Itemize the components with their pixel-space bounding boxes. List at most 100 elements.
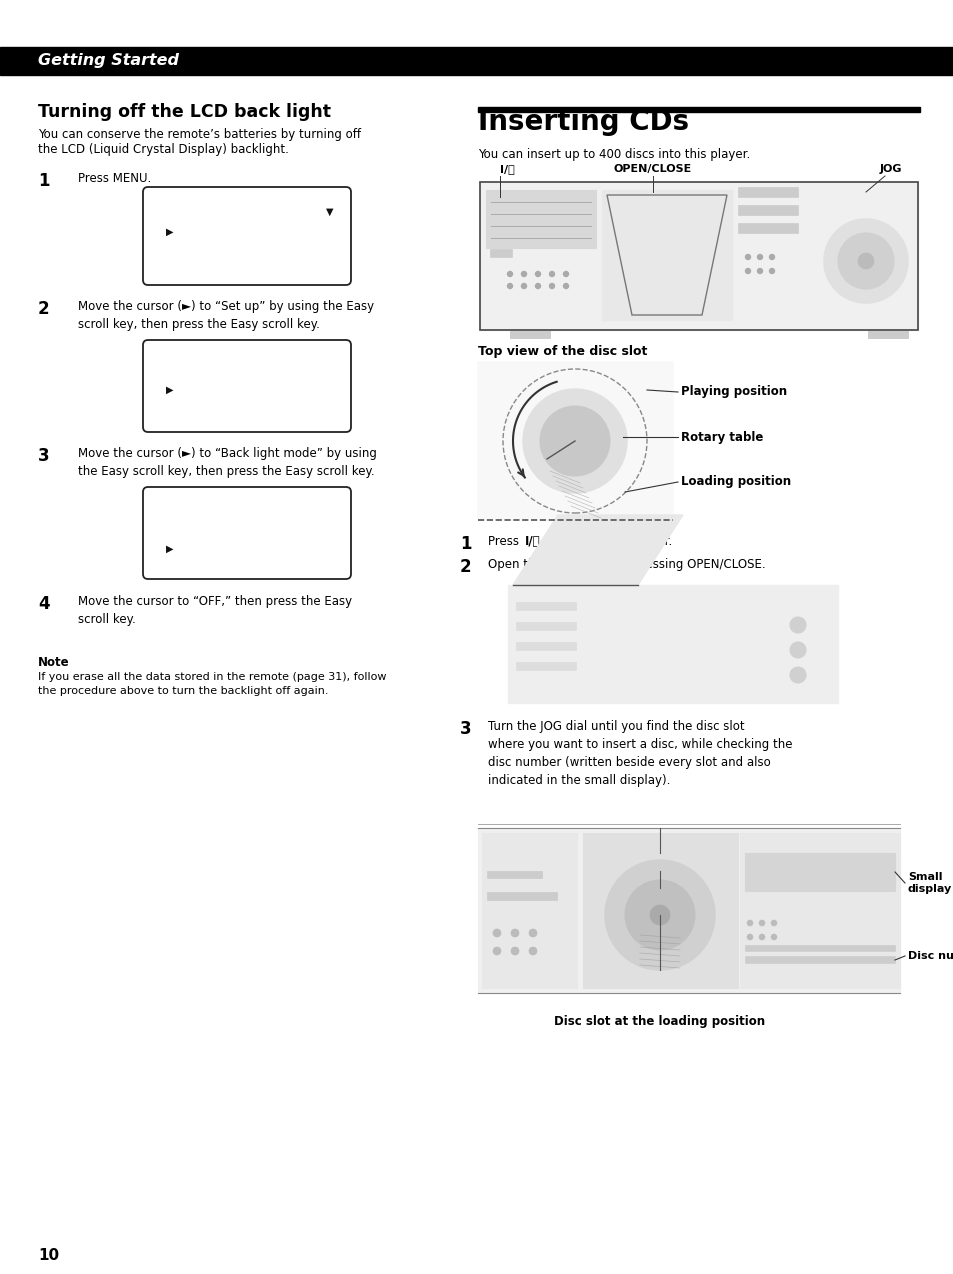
Text: 10: 10 bbox=[38, 1247, 59, 1263]
Text: I/⏻: I/⏻ bbox=[524, 535, 540, 548]
Text: Move the cursor (►) to “Set up” by using the Easy
scroll key, then press the Eas: Move the cursor (►) to “Set up” by using… bbox=[78, 299, 374, 331]
Circle shape bbox=[757, 255, 761, 260]
Circle shape bbox=[521, 284, 526, 288]
Text: If you erase all the data stored in the remote (page 31), follow
the procedure a: If you erase all the data stored in the … bbox=[38, 671, 386, 696]
Text: Small
display: Small display bbox=[907, 873, 951, 894]
Text: Disc number: Disc number bbox=[907, 950, 953, 961]
Circle shape bbox=[823, 219, 907, 303]
Text: 2: 2 bbox=[459, 558, 471, 576]
Text: Inserting CDs: Inserting CDs bbox=[477, 108, 688, 136]
Circle shape bbox=[789, 668, 805, 683]
Circle shape bbox=[770, 920, 776, 926]
Circle shape bbox=[759, 920, 764, 926]
Circle shape bbox=[493, 947, 500, 956]
Bar bbox=[738, 205, 797, 215]
Bar bbox=[601, 190, 731, 320]
Text: Rotary table: Rotary table bbox=[680, 431, 762, 443]
Bar bbox=[481, 833, 577, 989]
Circle shape bbox=[511, 929, 518, 936]
Text: 3: 3 bbox=[38, 447, 50, 465]
Circle shape bbox=[511, 947, 518, 956]
Circle shape bbox=[770, 934, 776, 940]
Bar bbox=[486, 892, 557, 899]
Circle shape bbox=[857, 254, 873, 269]
Bar bbox=[744, 945, 894, 950]
Text: ▶: ▶ bbox=[166, 544, 173, 554]
Bar bbox=[582, 833, 738, 989]
Text: ▶: ▶ bbox=[166, 385, 173, 395]
Circle shape bbox=[529, 947, 537, 956]
Polygon shape bbox=[513, 515, 682, 585]
Text: the LCD (Liquid Crystal Display) backlight.: the LCD (Liquid Crystal Display) backlig… bbox=[38, 143, 289, 155]
Circle shape bbox=[746, 934, 752, 940]
Text: You can conserve the remote’s batteries by turning off: You can conserve the remote’s batteries … bbox=[38, 127, 360, 141]
Text: Press: Press bbox=[488, 535, 522, 548]
Text: Open the front cover by pressing OPEN/CLOSE.: Open the front cover by pressing OPEN/CL… bbox=[488, 558, 765, 571]
Text: Playing position: Playing position bbox=[680, 386, 786, 399]
Circle shape bbox=[535, 271, 540, 276]
Bar bbox=[477, 362, 672, 520]
Text: JOG: JOG bbox=[879, 164, 901, 175]
Bar bbox=[867, 331, 907, 338]
Circle shape bbox=[507, 284, 512, 288]
Circle shape bbox=[549, 284, 554, 288]
FancyBboxPatch shape bbox=[143, 187, 351, 285]
Bar bbox=[477, 107, 919, 112]
FancyBboxPatch shape bbox=[143, 487, 351, 578]
Text: Getting Started: Getting Started bbox=[38, 54, 179, 69]
Circle shape bbox=[769, 255, 774, 260]
Bar bbox=[516, 662, 576, 670]
Text: ▼: ▼ bbox=[326, 206, 334, 217]
Circle shape bbox=[539, 406, 609, 476]
Circle shape bbox=[769, 269, 774, 274]
Circle shape bbox=[624, 880, 695, 950]
Text: Top view of the disc slot: Top view of the disc slot bbox=[477, 345, 647, 358]
Bar bbox=[738, 187, 797, 197]
Bar bbox=[744, 854, 894, 891]
Circle shape bbox=[759, 934, 764, 940]
Bar bbox=[738, 223, 797, 233]
Circle shape bbox=[535, 284, 540, 288]
Circle shape bbox=[507, 271, 512, 276]
Text: Move the cursor (►) to “Back light mode” by using
the Easy scroll key, then pres: Move the cursor (►) to “Back light mode”… bbox=[78, 447, 376, 478]
Text: OPEN/CLOSE: OPEN/CLOSE bbox=[613, 164, 691, 175]
Bar bbox=[516, 603, 576, 610]
FancyBboxPatch shape bbox=[143, 340, 351, 432]
Text: I/⏻: I/⏻ bbox=[499, 164, 515, 175]
Circle shape bbox=[522, 389, 626, 493]
Circle shape bbox=[744, 255, 750, 260]
Bar bbox=[490, 248, 512, 257]
Circle shape bbox=[604, 860, 714, 970]
Text: Note: Note bbox=[38, 656, 70, 669]
Text: 1: 1 bbox=[459, 535, 471, 553]
Circle shape bbox=[746, 920, 752, 926]
Bar bbox=[479, 182, 917, 330]
Circle shape bbox=[649, 905, 669, 925]
Bar bbox=[477, 828, 899, 992]
Circle shape bbox=[563, 271, 568, 276]
Text: to turn on the player.: to turn on the player. bbox=[542, 535, 672, 548]
Text: ▶: ▶ bbox=[166, 227, 173, 237]
Bar bbox=[516, 622, 576, 631]
Circle shape bbox=[789, 617, 805, 633]
Bar bbox=[740, 833, 899, 989]
Text: You can insert up to 400 discs into this player.: You can insert up to 400 discs into this… bbox=[477, 148, 749, 161]
Bar bbox=[744, 956, 894, 963]
Bar bbox=[510, 331, 550, 338]
Circle shape bbox=[744, 269, 750, 274]
Circle shape bbox=[549, 271, 554, 276]
Bar bbox=[507, 585, 837, 703]
Circle shape bbox=[563, 284, 568, 288]
Circle shape bbox=[757, 269, 761, 274]
Text: 1: 1 bbox=[38, 172, 50, 190]
Bar bbox=[486, 871, 541, 878]
Circle shape bbox=[789, 642, 805, 657]
Text: Loading position: Loading position bbox=[680, 475, 790, 488]
Text: Press MENU.: Press MENU. bbox=[78, 172, 152, 185]
Bar bbox=[485, 190, 596, 248]
Text: 3: 3 bbox=[459, 720, 471, 738]
Text: Turn the JOG dial until you find the disc slot
where you want to insert a disc, : Turn the JOG dial until you find the dis… bbox=[488, 720, 792, 787]
Circle shape bbox=[837, 233, 893, 289]
Text: 4: 4 bbox=[38, 595, 50, 613]
Circle shape bbox=[493, 929, 500, 936]
